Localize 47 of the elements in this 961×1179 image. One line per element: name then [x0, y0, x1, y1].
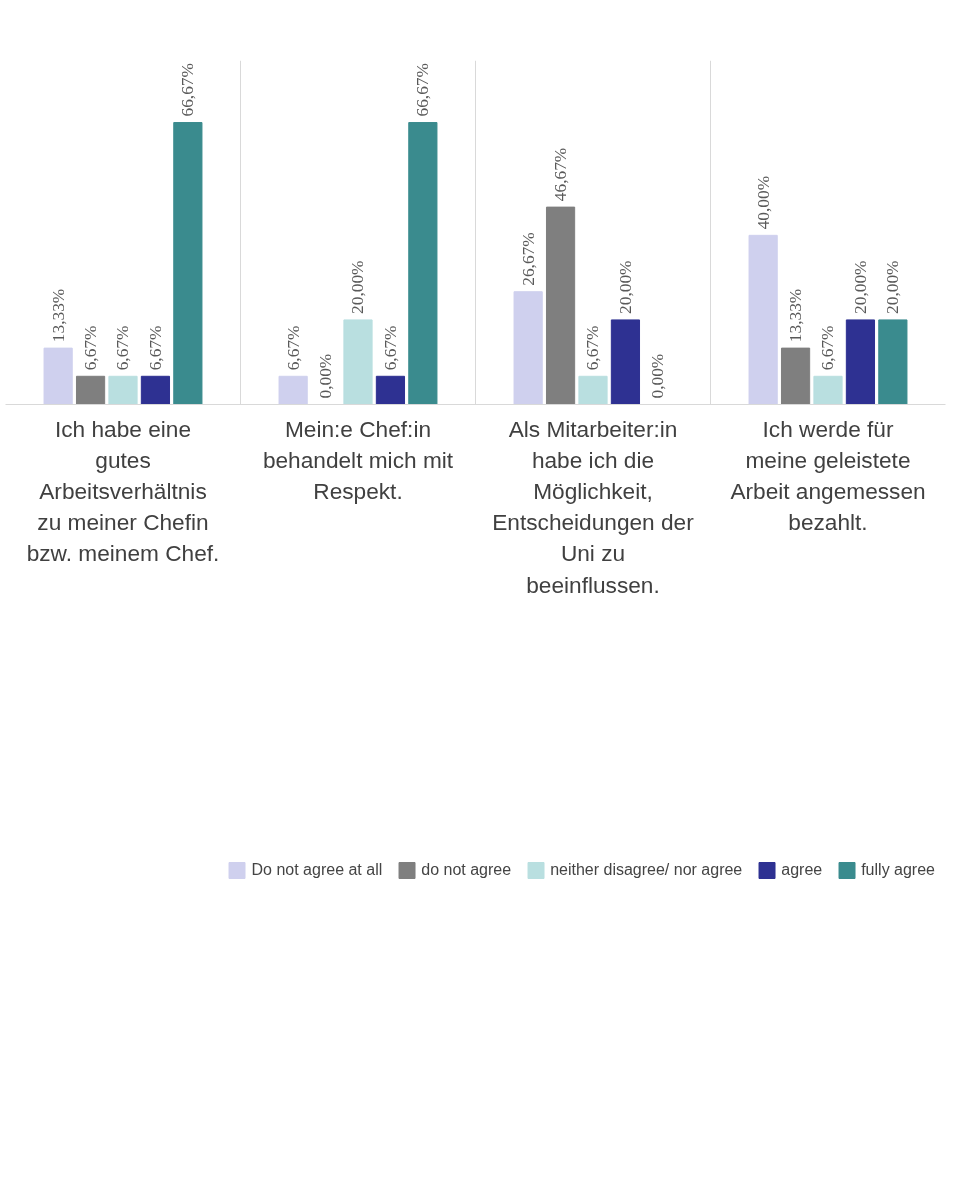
data-label: 0,00%	[648, 353, 668, 399]
data-label: 20,00%	[615, 260, 635, 314]
bar	[43, 347, 73, 405]
bar	[780, 347, 811, 405]
bar	[408, 122, 438, 405]
data-label: 46,67%	[551, 147, 571, 202]
data-label: 20,00%	[850, 260, 870, 314]
data-label: 6,67%	[583, 325, 603, 371]
bar	[748, 234, 778, 405]
bar	[343, 319, 373, 405]
bar	[173, 122, 203, 405]
data-label: 26,67%	[518, 232, 538, 286]
data-label: 13,33%	[786, 288, 806, 343]
data-label: 40,00%	[753, 175, 773, 230]
data-label: 6,67%	[380, 325, 400, 371]
bar	[578, 375, 608, 405]
data-label: 6,67%	[81, 325, 101, 371]
legend-label: Do not agree at all	[251, 861, 383, 879]
data-label: 0,00%	[316, 353, 336, 399]
bar	[513, 291, 543, 405]
x-tick-label: Als Mitarbeiter:in habe ich die Möglichkeit, Entscheidungen der Uni zu beeinflussen.	[492, 415, 695, 598]
data-label: 20,00%	[883, 260, 903, 314]
data-label: 20,00%	[348, 260, 368, 314]
x-tick-label: Ich werde für meine geleistete Arbeit angemessen bezahlt.	[730, 415, 926, 536]
bar	[545, 206, 576, 405]
data-label: 66,67%	[178, 63, 198, 117]
data-label: 6,67%	[113, 325, 133, 371]
bar	[610, 319, 641, 405]
bar	[140, 375, 171, 405]
bar	[845, 319, 876, 405]
data-label: 66,67%	[413, 63, 433, 117]
x-tick-label: Ich habe eine gutes Arbeitsverhältnis zu meiner Chefin bzw. meinem Chef.	[26, 415, 220, 567]
data-label: 13,33%	[48, 288, 68, 343]
bar	[108, 375, 138, 405]
legend-label: neither disagree/ nor agree	[550, 861, 743, 879]
legend-label: do not agree	[421, 861, 512, 879]
legend-label: agree	[781, 861, 823, 879]
data-label: 6,67%	[818, 325, 838, 371]
bar	[878, 319, 908, 405]
bar	[375, 375, 406, 405]
data-label: 6,67%	[283, 325, 303, 371]
bar	[813, 375, 843, 405]
legend-label: fully agree	[861, 861, 935, 879]
bar	[75, 375, 106, 405]
x-tick-label: Mein:e Chef:in behandelt mich mit Respekt.	[262, 415, 454, 504]
bar	[278, 375, 308, 405]
data-label: 6,67%	[145, 325, 165, 371]
